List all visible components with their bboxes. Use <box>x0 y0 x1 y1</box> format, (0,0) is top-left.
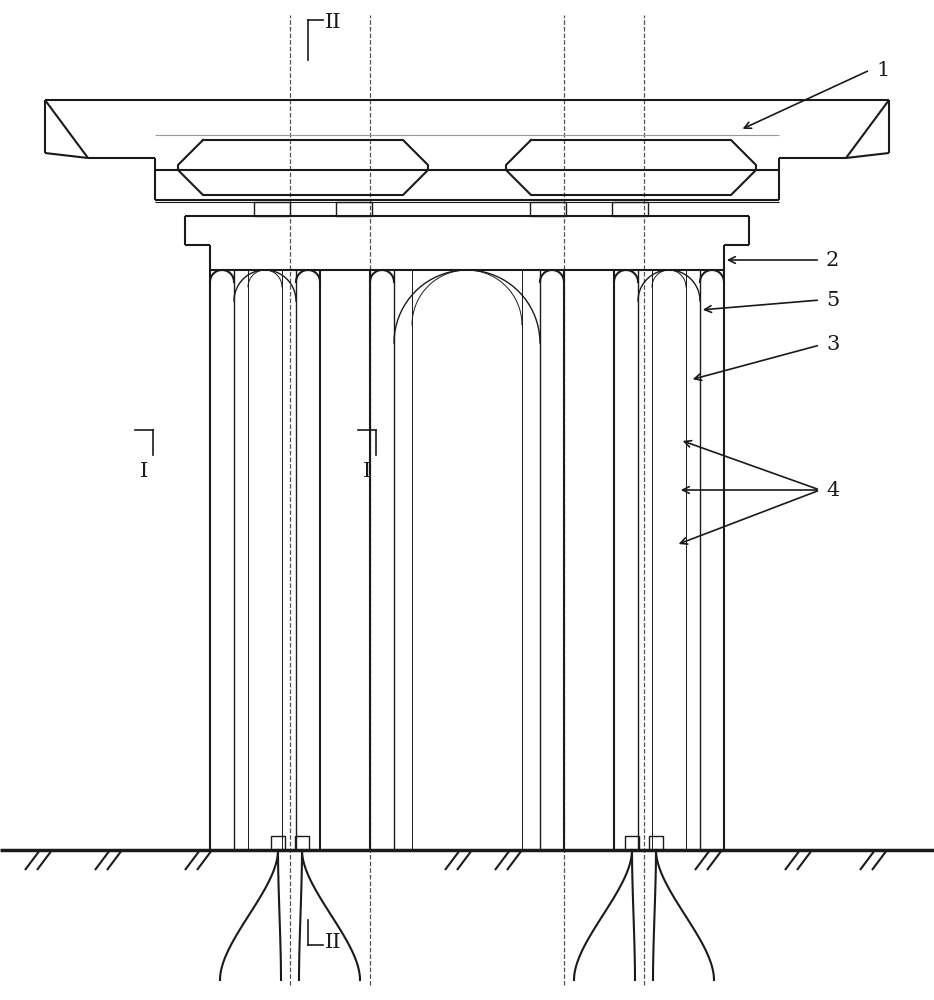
Text: 3: 3 <box>826 336 840 355</box>
Text: 1: 1 <box>876 60 889 80</box>
Bar <box>625 836 639 850</box>
Bar <box>612 202 648 216</box>
Bar <box>530 202 566 216</box>
Text: II: II <box>325 13 342 32</box>
Bar <box>295 836 309 850</box>
Bar <box>271 836 285 850</box>
Bar <box>336 202 372 216</box>
Text: 4: 4 <box>826 481 840 499</box>
Bar <box>649 836 663 850</box>
Text: II: II <box>325 932 342 952</box>
Text: 5: 5 <box>826 290 840 310</box>
Text: I: I <box>140 462 149 481</box>
Text: 2: 2 <box>826 250 840 269</box>
Text: I: I <box>363 462 371 481</box>
Bar <box>254 202 290 216</box>
